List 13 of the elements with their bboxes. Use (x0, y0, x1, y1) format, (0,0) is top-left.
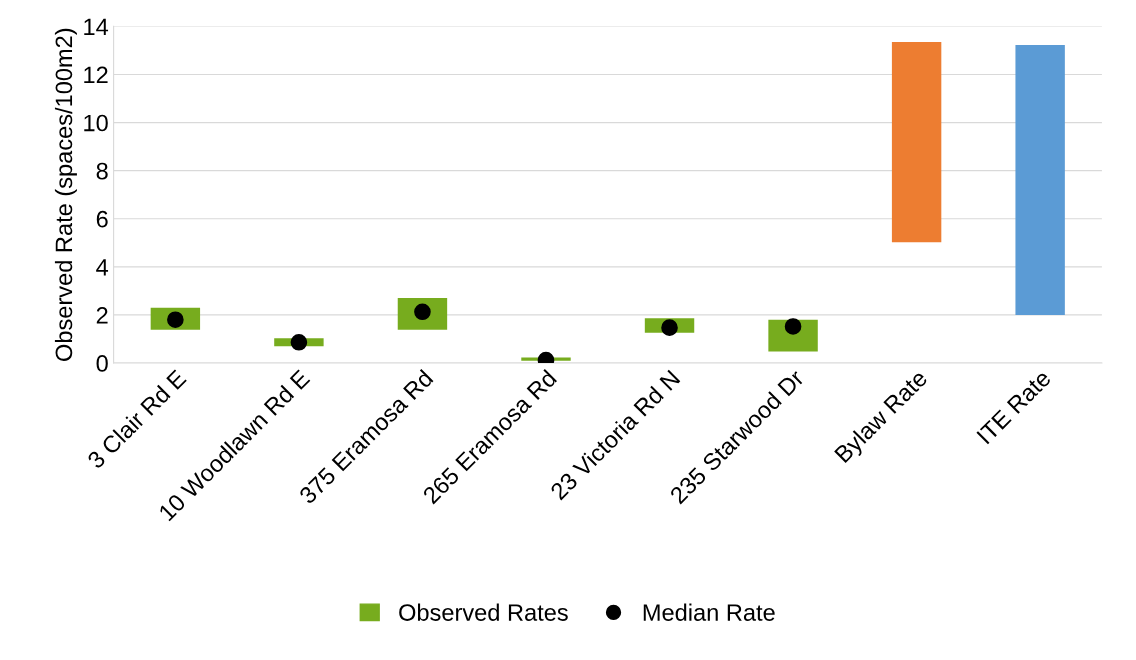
y-tick-label: 2 (96, 306, 108, 324)
y-tick-label: 6 (96, 210, 108, 228)
y-tick-label: 12 (84, 66, 108, 84)
y-tick-label: 8 (96, 162, 108, 180)
legend-label: Observed Rates (399, 603, 568, 621)
y-tick-label: 10 (84, 114, 108, 132)
y-tick-label: 0 (96, 355, 108, 372)
y-tick-label: 14 (84, 18, 109, 35)
y-axis-title: Observed Rate (spaces/100m2) (54, 28, 77, 361)
bar (891, 42, 942, 243)
bar (1015, 44, 1065, 315)
y-tick-label: 4 (96, 259, 109, 276)
legend-label: Median Rate (643, 603, 775, 621)
